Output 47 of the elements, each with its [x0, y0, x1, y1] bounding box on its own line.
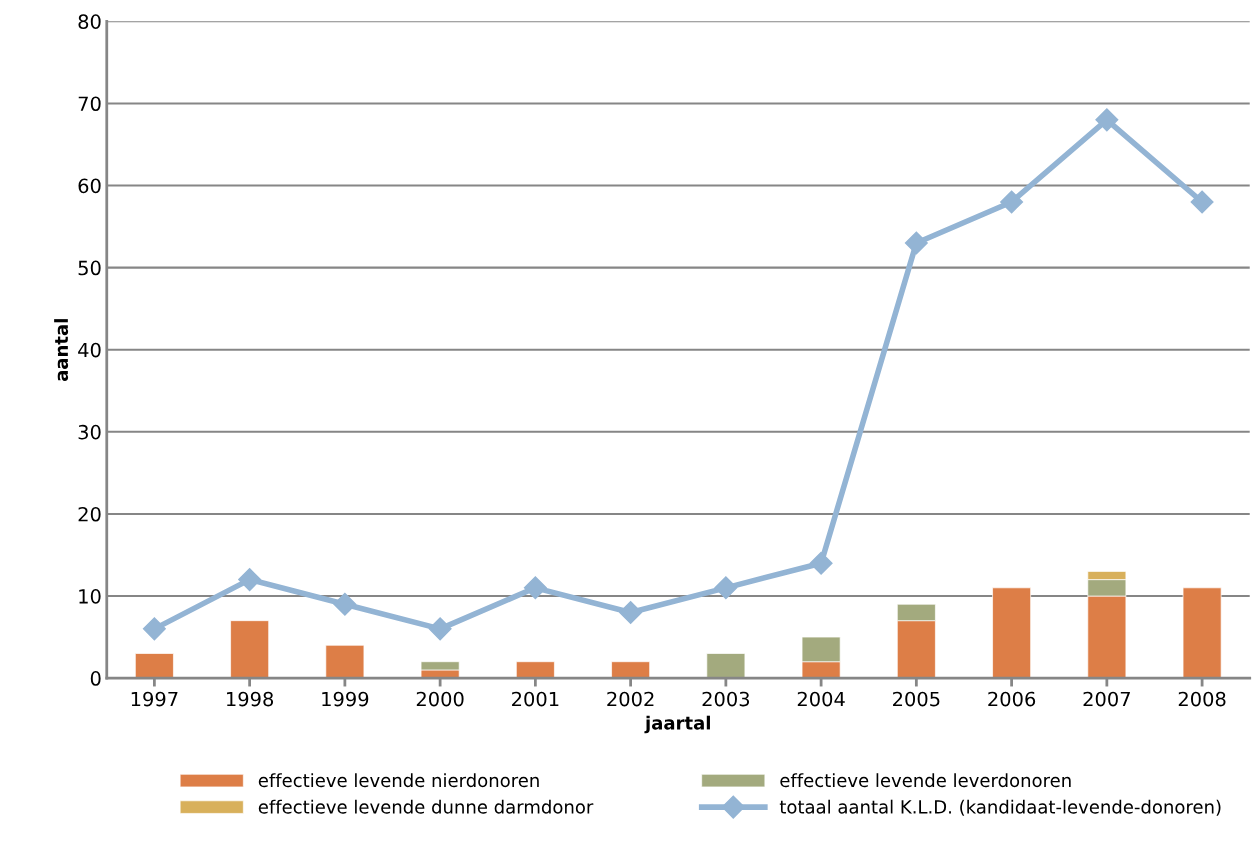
point — [142, 617, 166, 641]
x-tick-label: 2000 — [416, 691, 464, 707]
point — [523, 576, 547, 600]
point — [904, 231, 928, 255]
bar — [706, 653, 746, 679]
point — [1000, 190, 1024, 214]
x-tick-label: 2001 — [512, 691, 559, 707]
y-tick-label: 30 — [78, 424, 101, 440]
bar — [230, 620, 270, 679]
y-tick-label: 40 — [78, 342, 101, 358]
point — [238, 568, 262, 592]
x-tick-label: 2006 — [988, 691, 1036, 707]
y-tick-label: 10 — [79, 588, 101, 604]
bar — [515, 661, 555, 679]
point — [333, 592, 357, 616]
x-tick-label: 2007 — [1083, 691, 1130, 707]
x-tick-label: 2003 — [702, 691, 750, 707]
legend-label: totaal aantal K.L.D. (kandidaat-levende-donoren) — [779, 799, 1221, 816]
point — [809, 551, 833, 575]
y-tick-label: 20 — [78, 506, 101, 522]
point — [1095, 108, 1119, 132]
point — [1190, 190, 1214, 214]
x-tick-label: 1999 — [322, 691, 369, 707]
bar — [992, 587, 1031, 679]
bar — [611, 661, 651, 679]
x-tick-label: 1997 — [131, 691, 178, 707]
y-tick-label: 50 — [78, 260, 101, 276]
point — [428, 617, 452, 641]
legend-label: effectieve levende nierdonoren — [258, 773, 539, 788]
x-tick-label: 2008 — [1178, 691, 1226, 707]
legend-label: effectieve levende leverdonoren — [780, 773, 1071, 788]
bar — [325, 644, 365, 679]
x-tick-label: 2005 — [893, 691, 940, 707]
legend-label: effectieve levende dunne darmdonor — [258, 799, 594, 814]
y-tick-label: 60 — [78, 178, 101, 194]
x-tick-label: 2002 — [607, 691, 654, 707]
x-tick-label: 2004 — [797, 691, 845, 707]
x-tick-label: 1998 — [227, 691, 274, 707]
bar — [1182, 587, 1222, 679]
point — [619, 600, 643, 624]
y-tick-label: 80 — [78, 14, 101, 29]
x-axis-title: jaartal — [644, 715, 710, 734]
point — [714, 576, 738, 600]
y-tick-label: 70 — [78, 96, 101, 112]
bar — [134, 653, 174, 679]
y-tick-label: 0 — [90, 671, 101, 686]
y-axis-title: aantal — [54, 319, 69, 382]
